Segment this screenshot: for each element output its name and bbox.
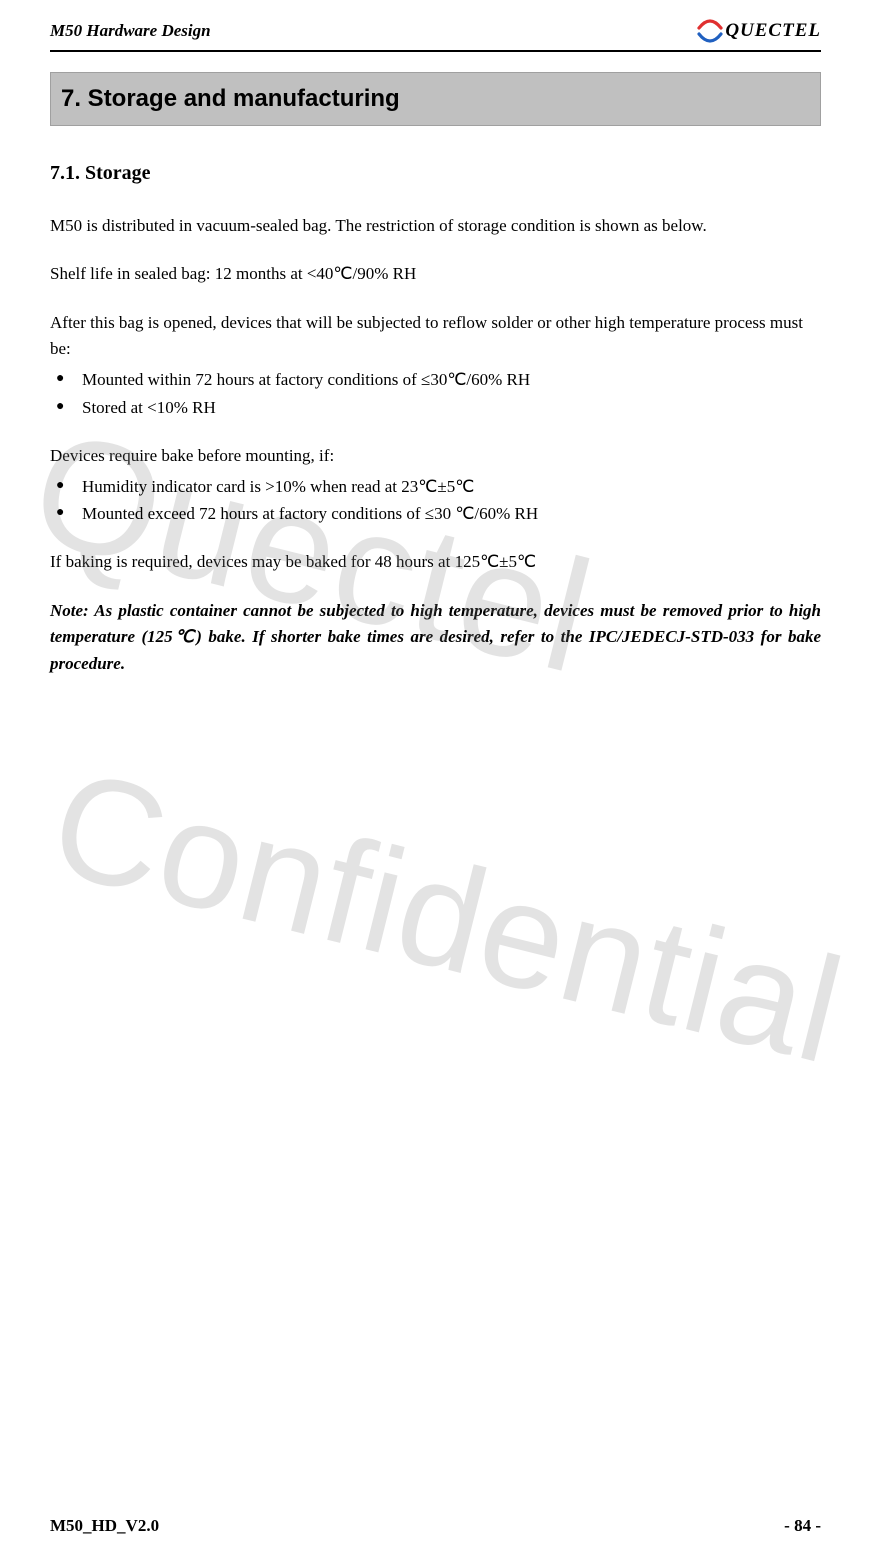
paragraph: Devices require bake before mounting, if… [50, 443, 821, 469]
footer-page-number: - 84 - [784, 1516, 821, 1536]
bullet-list: Mounted within 72 hours at factory condi… [50, 366, 821, 420]
list-item: Mounted within 72 hours at factory condi… [50, 366, 821, 393]
quectel-swoosh-icon [697, 18, 723, 44]
brand-logo-text: QUECTEL [725, 20, 821, 42]
chapter-title: 7. Storage and manufacturing [61, 85, 810, 113]
brand-logo: QUECTEL [697, 18, 821, 44]
note-paragraph: Note: As plastic container cannot be sub… [50, 598, 821, 677]
watermark-confidential: Confidential [36, 735, 858, 1097]
paragraph: If baking is required, devices may be ba… [50, 549, 821, 575]
page-footer: M50_HD_V2.0 - 84 - [50, 1516, 821, 1536]
list-item: Mounted exceed 72 hours at factory condi… [50, 500, 821, 527]
page-header: M50 Hardware Design QUECTEL [50, 0, 821, 52]
page: Quectel Confidential M50 Hardware Design… [0, 0, 871, 1556]
footer-doc-version: M50_HD_V2.0 [50, 1516, 159, 1536]
list-item: Humidity indicator card is >10% when rea… [50, 473, 821, 500]
chapter-banner: 7. Storage and manufacturing [50, 72, 821, 126]
paragraph: After this bag is opened, devices that w… [50, 310, 821, 363]
bullet-list: Humidity indicator card is >10% when rea… [50, 473, 821, 527]
doc-title: M50 Hardware Design [50, 21, 211, 41]
paragraph: M50 is distributed in vacuum-sealed bag.… [50, 213, 821, 239]
paragraph: Shelf life in sealed bag: 12 months at <… [50, 261, 821, 287]
section-title: 7.1. Storage [50, 162, 821, 185]
list-item: Stored at <10% RH [50, 394, 821, 421]
